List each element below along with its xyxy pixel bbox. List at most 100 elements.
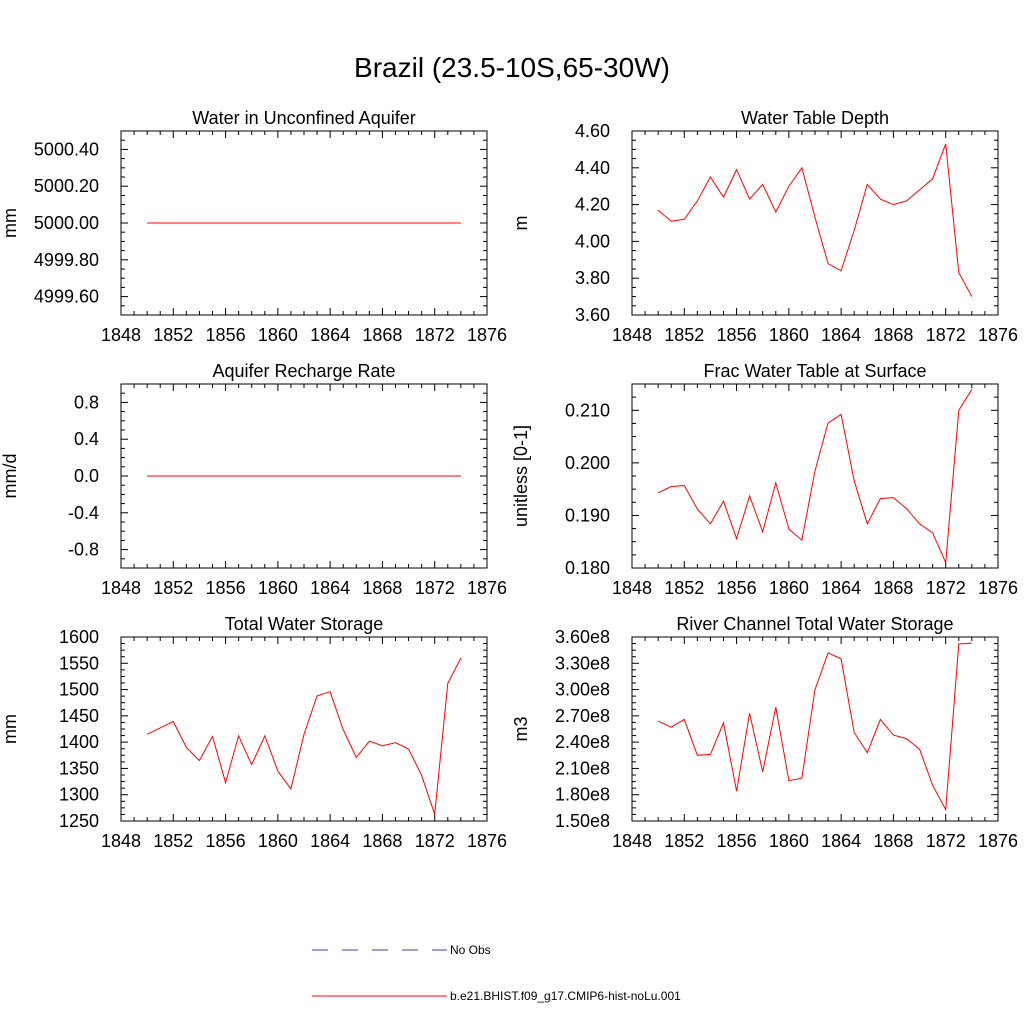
y-tick-label: -0.8 [68,540,99,560]
x-tick-label: 1852 [153,578,193,598]
panel-title: Water in Unconfined Aquifer [192,108,415,128]
y-tick-label: 3.30e8 [555,653,610,673]
x-tick-label: 1852 [664,831,704,851]
series-line [657,642,972,812]
y-tick-label: 1400 [59,732,99,752]
series-line [657,389,973,563]
x-tick-label: 1864 [821,578,861,598]
series-line [657,143,973,297]
x-tick-label: 1868 [873,831,913,851]
y-tick-label: 1250 [59,811,99,831]
panel-3: Aquifer Recharge Rate mm/d 1848 1852 1856 186… [0,361,507,598]
plot-frame [631,383,999,569]
y-tick-label: 1300 [59,785,99,805]
y-axis-label: m3 [511,716,531,741]
x-tick-label: 1860 [258,831,298,851]
x-tick-label: 1872 [415,578,455,598]
x-tick-label: 1852 [153,325,193,345]
panel-title: Frac Water Table at Surface [703,361,926,381]
y-tick-label: 5000.40 [34,139,99,159]
x-tick-label: 1848 [612,831,652,851]
y-tick-label: 3.00e8 [555,680,610,700]
y-tick-label: 1500 [59,680,99,700]
y-tick-label: 1550 [59,653,99,673]
x-tick-label: 1872 [926,325,966,345]
y-tick-label: 0.4 [74,429,99,449]
x-tick-label: 1876 [467,325,507,345]
x-tick-label: 1868 [362,578,402,598]
panel-title: Aquifer Recharge Rate [212,361,395,381]
y-tick-label: 5000.00 [34,213,99,233]
x-tick-label: 1860 [258,325,298,345]
x-tick-label: 1872 [415,831,455,851]
y-tick-label: 2.40e8 [555,732,610,752]
y-axis-label: m [511,216,531,231]
x-tick-label: 1852 [153,831,193,851]
y-tick-label: 1450 [59,706,99,726]
y-axis-label: unitless [0-1] [511,425,531,527]
x-tick-label: 1864 [821,325,861,345]
panel-5: Total Water Storage mm 1848 1852 1856 1860 186… [0,614,507,851]
x-tick-label: 1856 [206,325,246,345]
legend: No Obs b.e21.BHIST.f09_g17.CMIP6-hist-noL… [312,943,681,1003]
x-tick-label: 1876 [467,831,507,851]
y-tick-label: -0.4 [68,503,99,523]
panel-1: Water in Unconfined Aquifer mm 1848 1852 185… [0,108,507,345]
x-tick-label: 1876 [467,578,507,598]
plot-frame [631,636,999,822]
y-tick-label: 3.80 [575,268,610,288]
x-tick-label: 1856 [717,578,757,598]
y-tick-label: 5000.20 [34,176,99,196]
x-tick-label: 1868 [362,831,402,851]
x-tick-label: 1876 [978,325,1018,345]
plot-frame [120,636,488,822]
legend-label: b.e21.BHIST.f09_g17.CMIP6-hist-noLu.001 [450,989,681,1003]
panel-title: Total Water Storage [225,614,383,634]
y-tick-label: 0.8 [74,392,99,412]
x-tick-label: 1856 [206,831,246,851]
y-tick-label: 4.00 [575,231,610,251]
x-tick-label: 1872 [926,831,966,851]
x-tick-label: 1856 [206,578,246,598]
y-tick-label: 4999.60 [34,287,99,307]
x-tick-label: 1848 [101,325,141,345]
y-tick-label: 2.10e8 [555,758,610,778]
x-tick-label: 1860 [258,578,298,598]
x-tick-label: 1872 [415,325,455,345]
x-tick-label: 1848 [101,578,141,598]
x-tick-label: 1868 [873,325,913,345]
y-tick-label: 2.70e8 [555,706,610,726]
y-tick-label: 4999.80 [34,250,99,270]
x-tick-label: 1864 [310,325,350,345]
y-axis-label: mm [0,208,20,238]
y-axis-label: mm [0,714,20,744]
panel-2: Water Table Depth m 1848 1852 1856 1860 1864 18… [511,108,1018,345]
x-tick-label: 1848 [101,831,141,851]
y-tick-label: 3.60 [575,305,610,325]
x-tick-label: 1864 [310,831,350,851]
x-tick-label: 1872 [926,578,966,598]
x-tick-label: 1864 [821,831,861,851]
y-tick-label: 3.60e8 [555,627,610,647]
y-tick-label: 1.80e8 [555,785,610,805]
y-tick-label: 4.40 [575,158,610,178]
x-tick-label: 1856 [717,831,757,851]
legend-label: No Obs [450,943,491,957]
panel-title: Water Table Depth [741,108,889,128]
x-tick-label: 1848 [612,325,652,345]
x-tick-label: 1876 [978,578,1018,598]
x-tick-label: 1852 [664,325,704,345]
x-tick-label: 1860 [769,831,809,851]
y-tick-label: 1600 [59,627,99,647]
y-tick-label: 4.60 [575,121,610,141]
x-tick-label: 1860 [769,325,809,345]
x-tick-label: 1860 [769,578,809,598]
figure-title: Brazil (23.5-10S,65-30W) [354,52,670,83]
x-tick-label: 1864 [310,578,350,598]
x-tick-label: 1848 [612,578,652,598]
x-tick-label: 1852 [664,578,704,598]
x-tick-label: 1868 [362,325,402,345]
y-tick-label: 1350 [59,758,99,778]
